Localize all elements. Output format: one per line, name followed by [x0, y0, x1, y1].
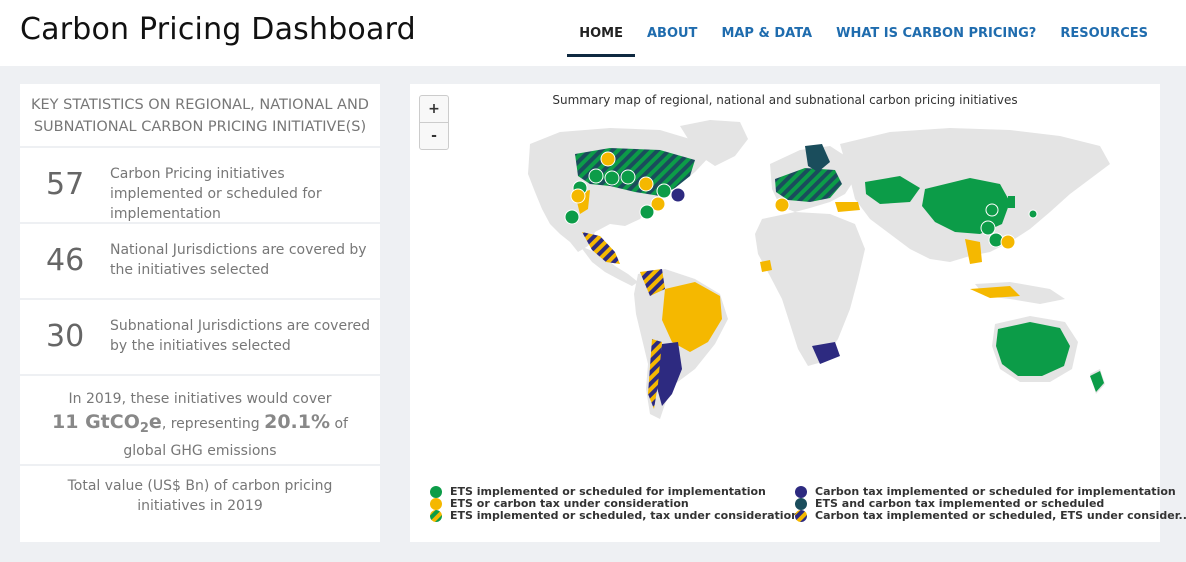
kazakhstan-region: [865, 176, 920, 204]
marker: [638, 176, 654, 192]
legend-swatch-both-icon: [795, 498, 807, 510]
coverage-amount-line: 11 GtCO2e, representing 20.1% of: [20, 411, 380, 440]
coverage-unit: e: [148, 411, 162, 433]
map-title: Summary map of regional, national and su…: [552, 93, 1018, 107]
west-africa-region: [760, 260, 772, 272]
coverage-amount: 11 GtCO: [52, 411, 140, 433]
marker: [600, 151, 616, 167]
legend-label: Carbon tax implemented or scheduled for …: [815, 485, 1176, 498]
stat-value: 46: [46, 243, 85, 278]
subnational-markers: [564, 151, 1038, 250]
emissions-coverage: In 2019, these initiatives would cover 1…: [20, 376, 380, 466]
stat-national-jurisdictions: 46 National Jurisdictions are covered by…: [20, 224, 380, 300]
china-region: [922, 178, 1010, 234]
marker: [1028, 209, 1038, 219]
stat-value: 30: [46, 319, 85, 354]
stat-label: National Jurisdictions are covered by th…: [110, 242, 367, 278]
eu-region: [775, 168, 842, 202]
stat-subnational-jurisdictions: 30 Subnational Jurisdictions are covered…: [20, 300, 380, 376]
chile-region: [648, 339, 662, 409]
legend-label: ETS implemented or scheduled for impleme…: [450, 485, 766, 498]
coverage-tail: global GHG emissions: [123, 442, 277, 459]
central-america-land: [580, 246, 638, 286]
total-value-label: Total value (US$ Bn) of carbon pricing i…: [67, 478, 333, 514]
nav-resources[interactable]: RESOURCES: [1060, 26, 1148, 41]
top-bar: Carbon Pricing Dashboard HOME ABOUT MAP …: [0, 0, 1186, 66]
stat-label: Carbon Pricing initiatives implemented o…: [110, 166, 322, 222]
nav-about[interactable]: ABOUT: [646, 26, 698, 41]
mexico-region: [582, 232, 620, 264]
coverage-prefix: In 2019, these initiatives would cover: [68, 391, 332, 407]
marker: [1000, 234, 1016, 250]
marker: [604, 170, 620, 186]
new-zealand-region: [1090, 371, 1104, 392]
australia-region: [996, 322, 1070, 376]
nav-map-data[interactable]: MAP & DATA: [721, 26, 813, 41]
indonesia-region: [970, 286, 1020, 298]
legend-label: Carbon tax implemented or scheduled, ETS…: [815, 509, 1186, 522]
legend-label: ETS implemented or scheduled, tax under …: [450, 509, 799, 522]
south-africa-region: [812, 342, 840, 364]
coverage-suffix: of: [330, 416, 348, 432]
legend-swatch-ets-striped-icon: [430, 510, 442, 522]
marker: [639, 204, 655, 220]
marker: [588, 168, 604, 184]
brazil-region: [662, 282, 722, 352]
world-map[interactable]: [410, 84, 1160, 484]
coverage-subscript: 2: [139, 420, 149, 436]
zoom-in-button[interactable]: +: [420, 96, 448, 123]
marker: [570, 188, 586, 204]
legend-label: ETS and carbon tax implemented or schedu…: [815, 497, 1105, 510]
map-panel: Summary map of regional, national and su…: [410, 84, 1186, 542]
nav-what-is-carbon-pricing[interactable]: WHAT IS CARBON PRICING?: [836, 26, 1037, 41]
greenland-land: [680, 120, 748, 166]
main-nav: HOME ABOUT MAP & DATA WHAT IS CARBON PRI…: [567, 0, 1186, 66]
marker: [670, 187, 686, 203]
dashboard-title: Carbon Pricing Dashboard: [20, 12, 416, 47]
marker: [620, 169, 636, 185]
marker: [650, 196, 666, 212]
key-statistics-title: KEY STATISTICS ON REGIONAL, NATIONAL AND…: [20, 84, 380, 148]
legend-swatch-ets-icon: [430, 486, 442, 498]
stat-value: 57: [46, 167, 85, 202]
coverage-mid: , representing: [161, 416, 265, 432]
stat-initiatives: 57 Carbon Pricing initiatives implemente…: [20, 148, 380, 224]
korea-region: [1008, 196, 1015, 208]
zoom-out-button[interactable]: -: [431, 128, 437, 144]
legend-swatch-consideration-icon: [430, 498, 442, 510]
stat-label: Subnational Jurisdictions are covered by…: [110, 318, 371, 354]
key-statistics-panel: KEY STATISTICS ON REGIONAL, NATIONAL AND…: [20, 84, 380, 542]
marker: [656, 183, 672, 199]
southeast-asia-region: [965, 239, 982, 264]
marker: [564, 209, 580, 225]
marker: [980, 220, 996, 236]
africa-land: [755, 212, 865, 366]
legend-swatch-tax-striped-icon: [795, 510, 807, 522]
turkey-region: [835, 202, 860, 212]
colombia-region: [640, 269, 665, 296]
nav-home[interactable]: HOME: [567, 0, 635, 66]
scandinavia-region: [805, 144, 830, 172]
legend-swatch-carbon-tax-icon: [795, 486, 807, 498]
coverage-percent: 20.1%: [264, 411, 331, 433]
argentina-region: [656, 342, 682, 406]
zoom-control: + -: [419, 95, 449, 150]
marker: [774, 197, 790, 213]
marker: [985, 203, 999, 217]
legend-label: ETS or carbon tax under consideration: [450, 497, 689, 510]
